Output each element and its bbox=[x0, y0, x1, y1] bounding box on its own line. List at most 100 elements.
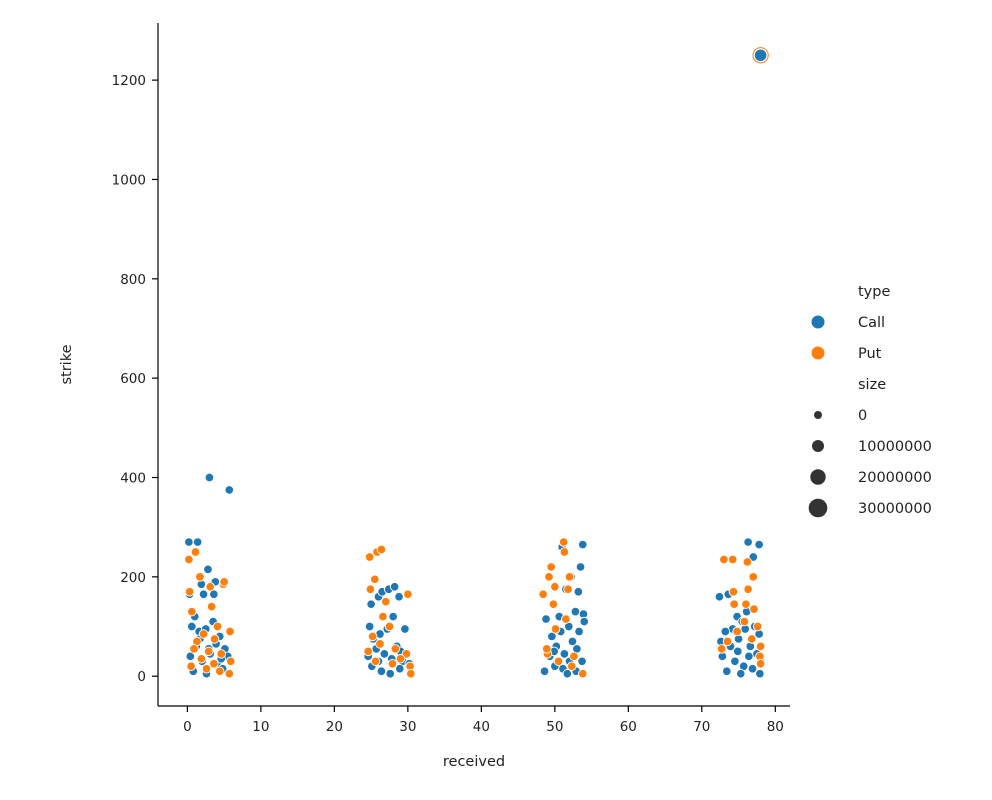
data-point bbox=[748, 572, 759, 582]
data-point bbox=[563, 584, 573, 595]
x-tick-label: 50 bbox=[546, 719, 563, 735]
data-point bbox=[192, 537, 203, 547]
data-point bbox=[546, 562, 556, 572]
data-point bbox=[219, 577, 229, 587]
data-point bbox=[744, 651, 754, 662]
data-point bbox=[364, 552, 375, 562]
data-point bbox=[203, 646, 214, 657]
data-point bbox=[395, 663, 405, 674]
data-point bbox=[741, 599, 751, 609]
data-point bbox=[195, 572, 205, 582]
x-ticks: 0 10 20 30 40 50 60 70 80 bbox=[183, 706, 784, 735]
legend-size-label: 0 bbox=[858, 408, 867, 424]
x-tick-label: 40 bbox=[473, 719, 490, 735]
data-point bbox=[732, 626, 742, 637]
data-point bbox=[755, 641, 766, 652]
legend-size-label: 20000000 bbox=[858, 470, 932, 486]
data-point bbox=[539, 666, 550, 676]
y-tick-label: 1200 bbox=[112, 73, 146, 89]
data-point bbox=[728, 587, 739, 597]
data-point bbox=[204, 472, 215, 483]
data-point bbox=[216, 649, 226, 659]
data-point bbox=[559, 649, 570, 659]
data-point bbox=[550, 624, 561, 634]
data-point bbox=[363, 646, 373, 657]
data-point bbox=[720, 626, 731, 637]
data-point bbox=[400, 624, 410, 634]
data-point bbox=[378, 611, 388, 622]
legend-size-items: 0 10000000 20000000 30000000 bbox=[807, 408, 932, 519]
data-point bbox=[214, 666, 225, 676]
data-point bbox=[403, 589, 413, 599]
data-point bbox=[196, 654, 207, 664]
data-point bbox=[367, 631, 378, 642]
y-tick-label: 1000 bbox=[112, 172, 146, 188]
data-point bbox=[187, 621, 197, 632]
data-point bbox=[385, 668, 395, 679]
legend-label-put: Put bbox=[858, 346, 882, 362]
data-point bbox=[578, 668, 588, 679]
data-point bbox=[225, 626, 235, 637]
data-point bbox=[742, 557, 753, 567]
legend-marker-put bbox=[810, 345, 826, 361]
legend-size-label: 10000000 bbox=[858, 439, 932, 455]
data-point bbox=[226, 656, 236, 667]
data-point bbox=[212, 621, 223, 632]
data-point bbox=[570, 606, 581, 617]
data-point bbox=[752, 621, 763, 632]
data-point bbox=[564, 572, 575, 582]
data-point bbox=[185, 651, 196, 662]
series-call bbox=[184, 48, 768, 679]
data-point bbox=[747, 634, 757, 644]
data-point bbox=[542, 644, 552, 654]
data-point bbox=[755, 668, 765, 679]
data-point bbox=[376, 544, 387, 555]
data-point bbox=[395, 654, 406, 664]
data-point bbox=[184, 587, 195, 597]
x-tick-label: 20 bbox=[326, 719, 343, 735]
legend: type Call Put size 0 10000000 20000000 30000… bbox=[807, 284, 932, 519]
data-point bbox=[209, 589, 219, 599]
data-point bbox=[381, 596, 391, 607]
data-point bbox=[544, 572, 554, 582]
data-point bbox=[201, 663, 212, 674]
data-point bbox=[209, 634, 220, 644]
data-point bbox=[387, 659, 398, 669]
data-point bbox=[394, 591, 404, 602]
legend-label-call: Call bbox=[858, 315, 885, 331]
data-point bbox=[384, 621, 395, 632]
data-point bbox=[573, 587, 584, 597]
data-point bbox=[727, 554, 738, 565]
data-point bbox=[755, 659, 766, 669]
data-point bbox=[729, 599, 739, 609]
data-point bbox=[747, 663, 758, 674]
data-point bbox=[739, 616, 750, 627]
data-point bbox=[754, 539, 764, 550]
x-tick-label: 80 bbox=[767, 719, 784, 735]
data-point bbox=[379, 649, 390, 659]
data-point bbox=[743, 584, 753, 595]
data-point bbox=[184, 554, 194, 565]
data-point bbox=[743, 537, 753, 547]
y-tick-label: 0 bbox=[137, 669, 146, 685]
y-tick-label: 400 bbox=[120, 471, 146, 487]
y-tick-label: 800 bbox=[120, 272, 146, 288]
data-point bbox=[198, 589, 209, 599]
data-point bbox=[187, 606, 197, 617]
data-point bbox=[753, 48, 768, 63]
data-point bbox=[577, 656, 587, 667]
data-point bbox=[389, 582, 400, 592]
legend-size-marker bbox=[809, 468, 827, 486]
x-tick-label: 60 bbox=[620, 719, 637, 735]
data-point bbox=[206, 601, 217, 612]
data-point bbox=[190, 547, 201, 557]
x-tick-label: 30 bbox=[399, 719, 416, 735]
data-point bbox=[209, 659, 219, 669]
data-point bbox=[558, 537, 569, 547]
data-point bbox=[559, 547, 570, 557]
data-point bbox=[561, 614, 571, 624]
data-point bbox=[224, 668, 235, 679]
legend-hue-items: Call Put bbox=[810, 314, 885, 362]
